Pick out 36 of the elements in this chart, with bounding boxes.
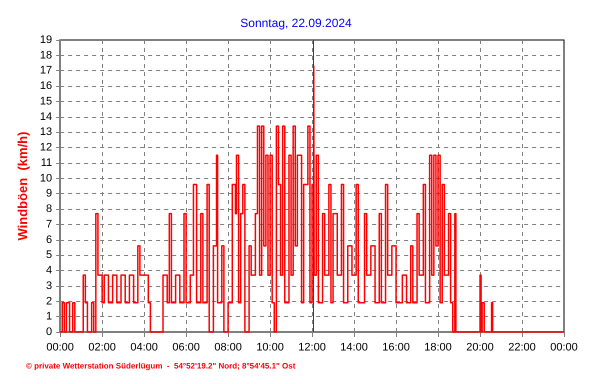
y-tick-label: 7 [46,218,52,230]
y-axis-title: Windböen (km/h) [15,132,30,240]
chart-title: Sonntag, 22.09.2024 [240,16,352,30]
y-tick-label: 17 [40,64,52,77]
x-tick-label: 04:00 [130,342,158,354]
y-tick-label: 1 [46,310,52,323]
y-tick-label: 15 [40,95,52,108]
y-tick-label: 2 [46,295,52,308]
y-tick-label: 16 [40,80,52,92]
x-tick-label: 06:00 [172,342,200,354]
x-tick-label: 08:00 [214,342,242,354]
text: © private Wetterstation Süderlügum - 54°52'19.2" Nord; 8°54'45.1" Ost [26,362,296,370]
y-tick-label: 19 [40,34,52,46]
x-tick-label: 12:00 [298,342,326,354]
y-tick-label: 14 [40,110,52,123]
x-tick-label: 00:00 [550,342,578,354]
x-tick-label: 00:00 [46,342,74,354]
y-tick-label: 10 [40,172,52,184]
x-tick-label: 20:00 [466,342,494,354]
x-tick-label: 18:00 [424,342,452,354]
y-tick-label: 4 [46,264,52,277]
y-tick-label: 13 [40,126,52,138]
y-tick-label: 6 [46,234,52,246]
x-tick-label: 16:00 [382,342,410,354]
y-tick-label: 3 [46,280,52,292]
x-tick-label: 14:00 [340,342,368,354]
y-tick-label: 8 [46,203,52,216]
x-tick-label: 10:00 [256,342,284,354]
y-tick-label: 9 [46,188,52,200]
y-tick-label: 11 [40,156,52,169]
x-tick-label: 02:00 [88,342,116,354]
y-tick-label: 5 [46,249,52,262]
y-tick-label: 12 [40,142,52,154]
x-tick-label: 22:00 [508,342,536,354]
y-tick-label: 0 [46,326,52,338]
y-tick-label: 18 [40,49,52,62]
